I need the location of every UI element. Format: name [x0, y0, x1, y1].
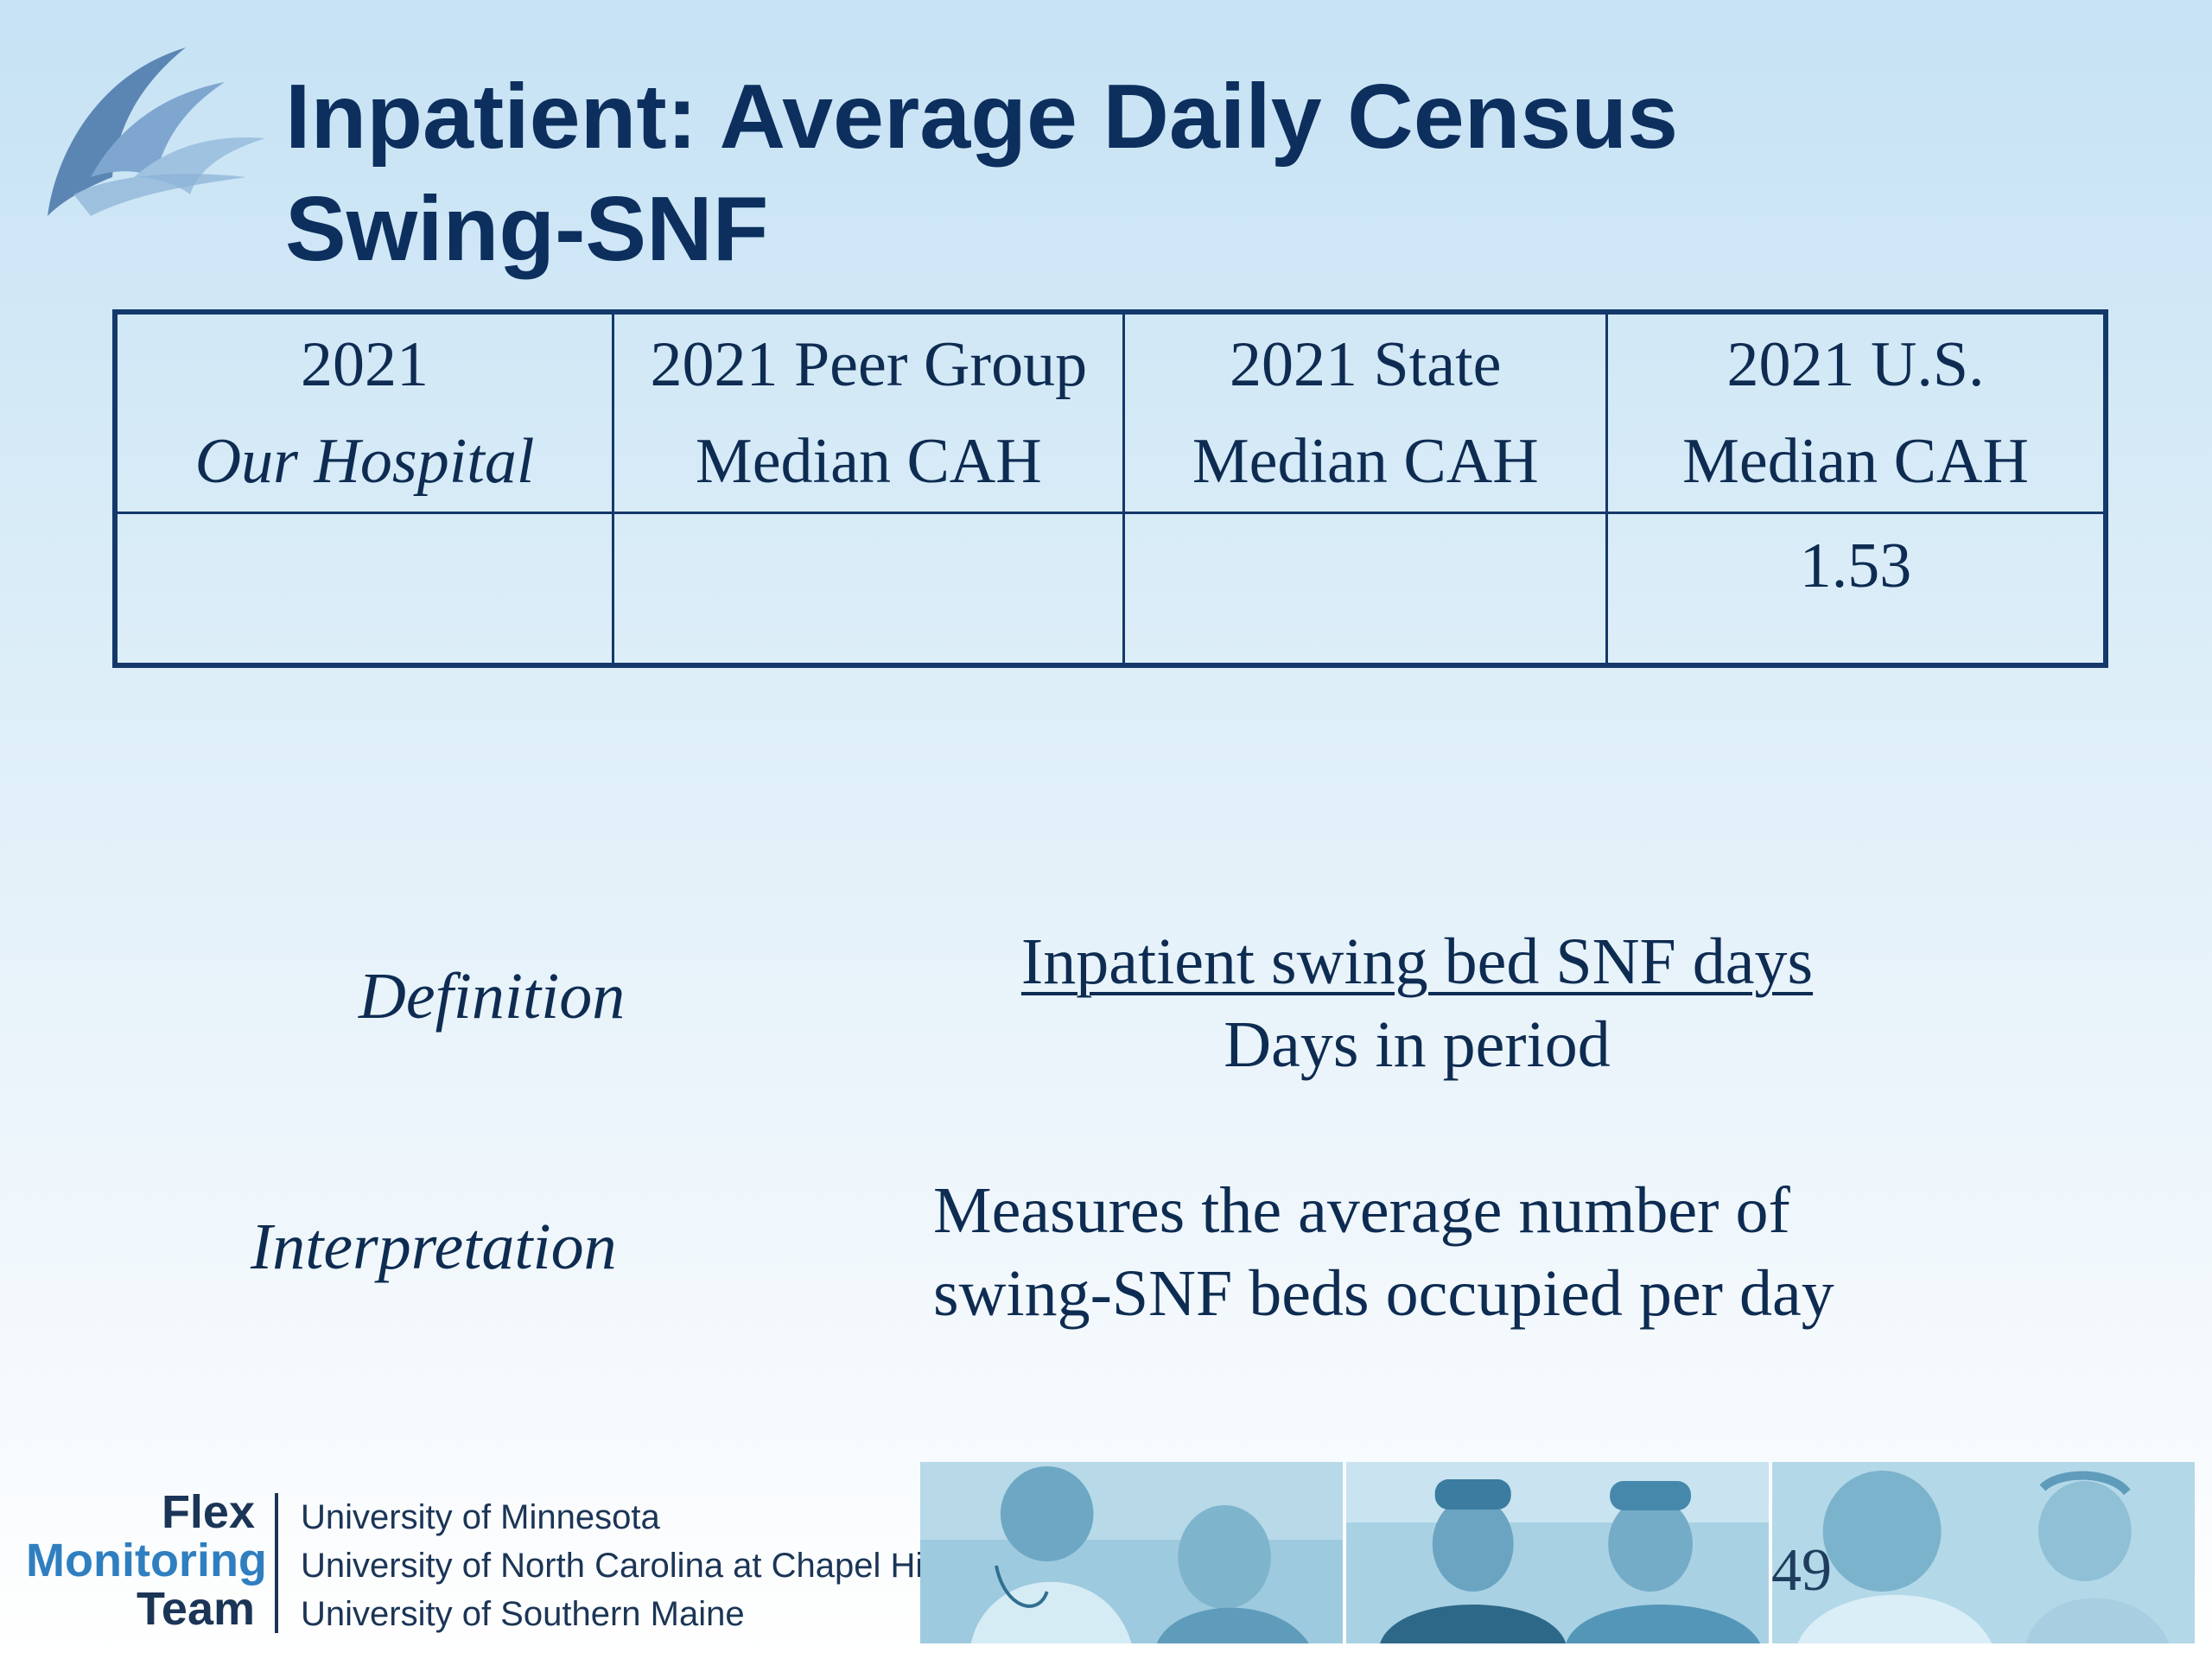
- value-our-hospital: [113, 512, 615, 667]
- table-row: 1.53: [113, 512, 2107, 667]
- university-list: University of Minnesota University of No…: [301, 1493, 938, 1638]
- table-header-row: 2021 Our Hospital 2021 Peer Group Median…: [113, 310, 2107, 514]
- interpretation-line: Measures the average number of: [933, 1174, 1790, 1247]
- header-our-hospital: 2021 Our Hospital: [113, 310, 615, 514]
- photo-nurse-patient: [920, 1462, 1343, 1643]
- page-number: 49: [1771, 1537, 1832, 1604]
- header-line: Median CAH: [1192, 426, 1539, 497]
- list-item: University of Southern Maine: [301, 1595, 745, 1633]
- header-line: 2021 U.S.: [1726, 329, 1985, 400]
- metrics-table: 2021 Our Hospital 2021 Peer Group Median…: [112, 309, 2108, 668]
- header-line: Median CAH: [1682, 426, 2029, 497]
- header-us: 2021 U.S. Median CAH: [1605, 310, 2107, 514]
- definition-denominator: Days in period: [1224, 1008, 1611, 1081]
- interpretation-text: Measures the average number of swing-SNF…: [933, 1169, 1970, 1335]
- list-item: University of Minnesota: [301, 1498, 660, 1536]
- title-line-1: Inpatient: Average Daily Census: [285, 66, 1679, 168]
- definition-fraction: Inpatient swing bed SNF days Days in per…: [1011, 920, 1823, 1086]
- photo-farmers: [1346, 1462, 1769, 1643]
- logo-line: Team: [136, 1583, 255, 1635]
- definition-label: Definition: [359, 960, 626, 1033]
- title-line-2: Swing-SNF: [285, 178, 769, 280]
- header-peer-group: 2021 Peer Group Median CAH: [612, 310, 1126, 514]
- header-line: Our Hospital: [194, 426, 535, 497]
- photo-mother-child: [1772, 1462, 2195, 1643]
- logo-line: Monitoring: [26, 1535, 267, 1586]
- list-item: University of North Carolina at Chapel H…: [301, 1547, 939, 1585]
- value-state: [1122, 512, 1609, 667]
- flex-monitoring-team-logo: Flex Monitoring Team: [26, 1486, 267, 1635]
- header-state: 2021 State Median CAH: [1122, 310, 1609, 514]
- sail-logo-icon: [39, 48, 268, 220]
- interpretation-line: swing-SNF beds occupied per day: [933, 1257, 1834, 1330]
- header-line: Median CAH: [695, 426, 1042, 497]
- header-line: 2021: [301, 329, 429, 400]
- header-line: 2021 Peer Group: [650, 329, 1088, 400]
- footer-divider: [275, 1493, 278, 1633]
- footer-photo-strip: [920, 1462, 2195, 1643]
- value-peer-group: [612, 512, 1126, 667]
- value-us: 1.53: [1605, 512, 2107, 667]
- header-line: 2021 State: [1230, 329, 1502, 400]
- interpretation-label: Interpretation: [251, 1211, 617, 1283]
- logo-line: Flex: [161, 1486, 255, 1538]
- page-title: Inpatient: Average Daily Census Swing-SN…: [285, 60, 1678, 285]
- definition-numerator: Inpatient swing bed SNF days: [1020, 925, 1814, 998]
